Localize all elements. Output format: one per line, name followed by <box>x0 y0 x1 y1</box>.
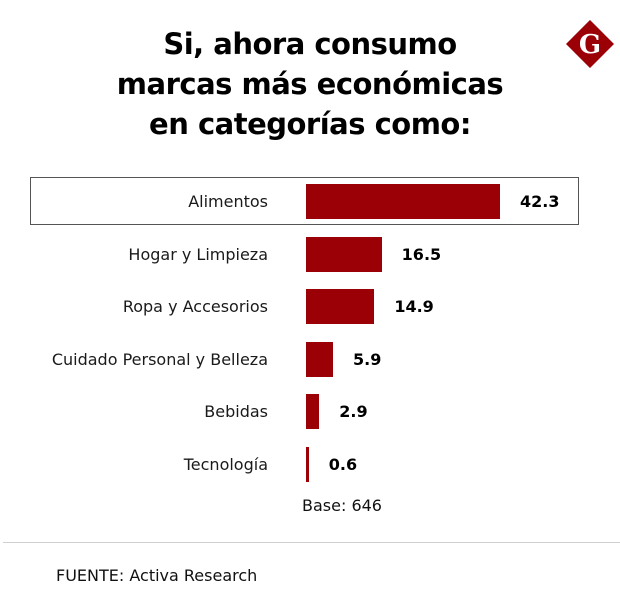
svg-text:G: G <box>579 30 601 60</box>
bar <box>306 446 309 482</box>
category-label: Alimentos <box>188 192 268 211</box>
bar <box>306 184 500 219</box>
chart-title: Si, ahora consumo marcas más económicas … <box>60 24 560 144</box>
value-label: 2.9 <box>339 402 368 421</box>
bar <box>306 289 375 324</box>
value-label: 14.9 <box>394 297 434 316</box>
title-line: Si, ahora consumo <box>163 27 457 61</box>
category-label: Tecnología <box>183 454 268 474</box>
title-line: marcas más económicas <box>116 67 504 101</box>
divider <box>3 542 620 543</box>
bar <box>306 341 334 377</box>
category-label: Hogar y Limpieza <box>128 244 268 264</box>
category-label: Cuidado Personal y Belleza <box>51 349 268 369</box>
bar <box>306 236 382 272</box>
g-diamond-logo-icon: G <box>566 20 614 68</box>
bar <box>306 394 320 429</box>
value-label: 5.9 <box>353 349 382 369</box>
highlight-box <box>30 177 579 225</box>
value-label: 16.5 <box>401 244 442 264</box>
base-note: Base: 646 <box>302 496 382 515</box>
source-note: FUENTE: Activa Research <box>56 566 258 585</box>
category-label: Ropa y Accesorios <box>122 297 268 316</box>
title-line: en categorías como: <box>149 107 471 141</box>
category-label: Bebidas <box>204 402 268 421</box>
value-label: 42.3 <box>520 192 560 211</box>
value-label: 0.6 <box>328 454 358 474</box>
